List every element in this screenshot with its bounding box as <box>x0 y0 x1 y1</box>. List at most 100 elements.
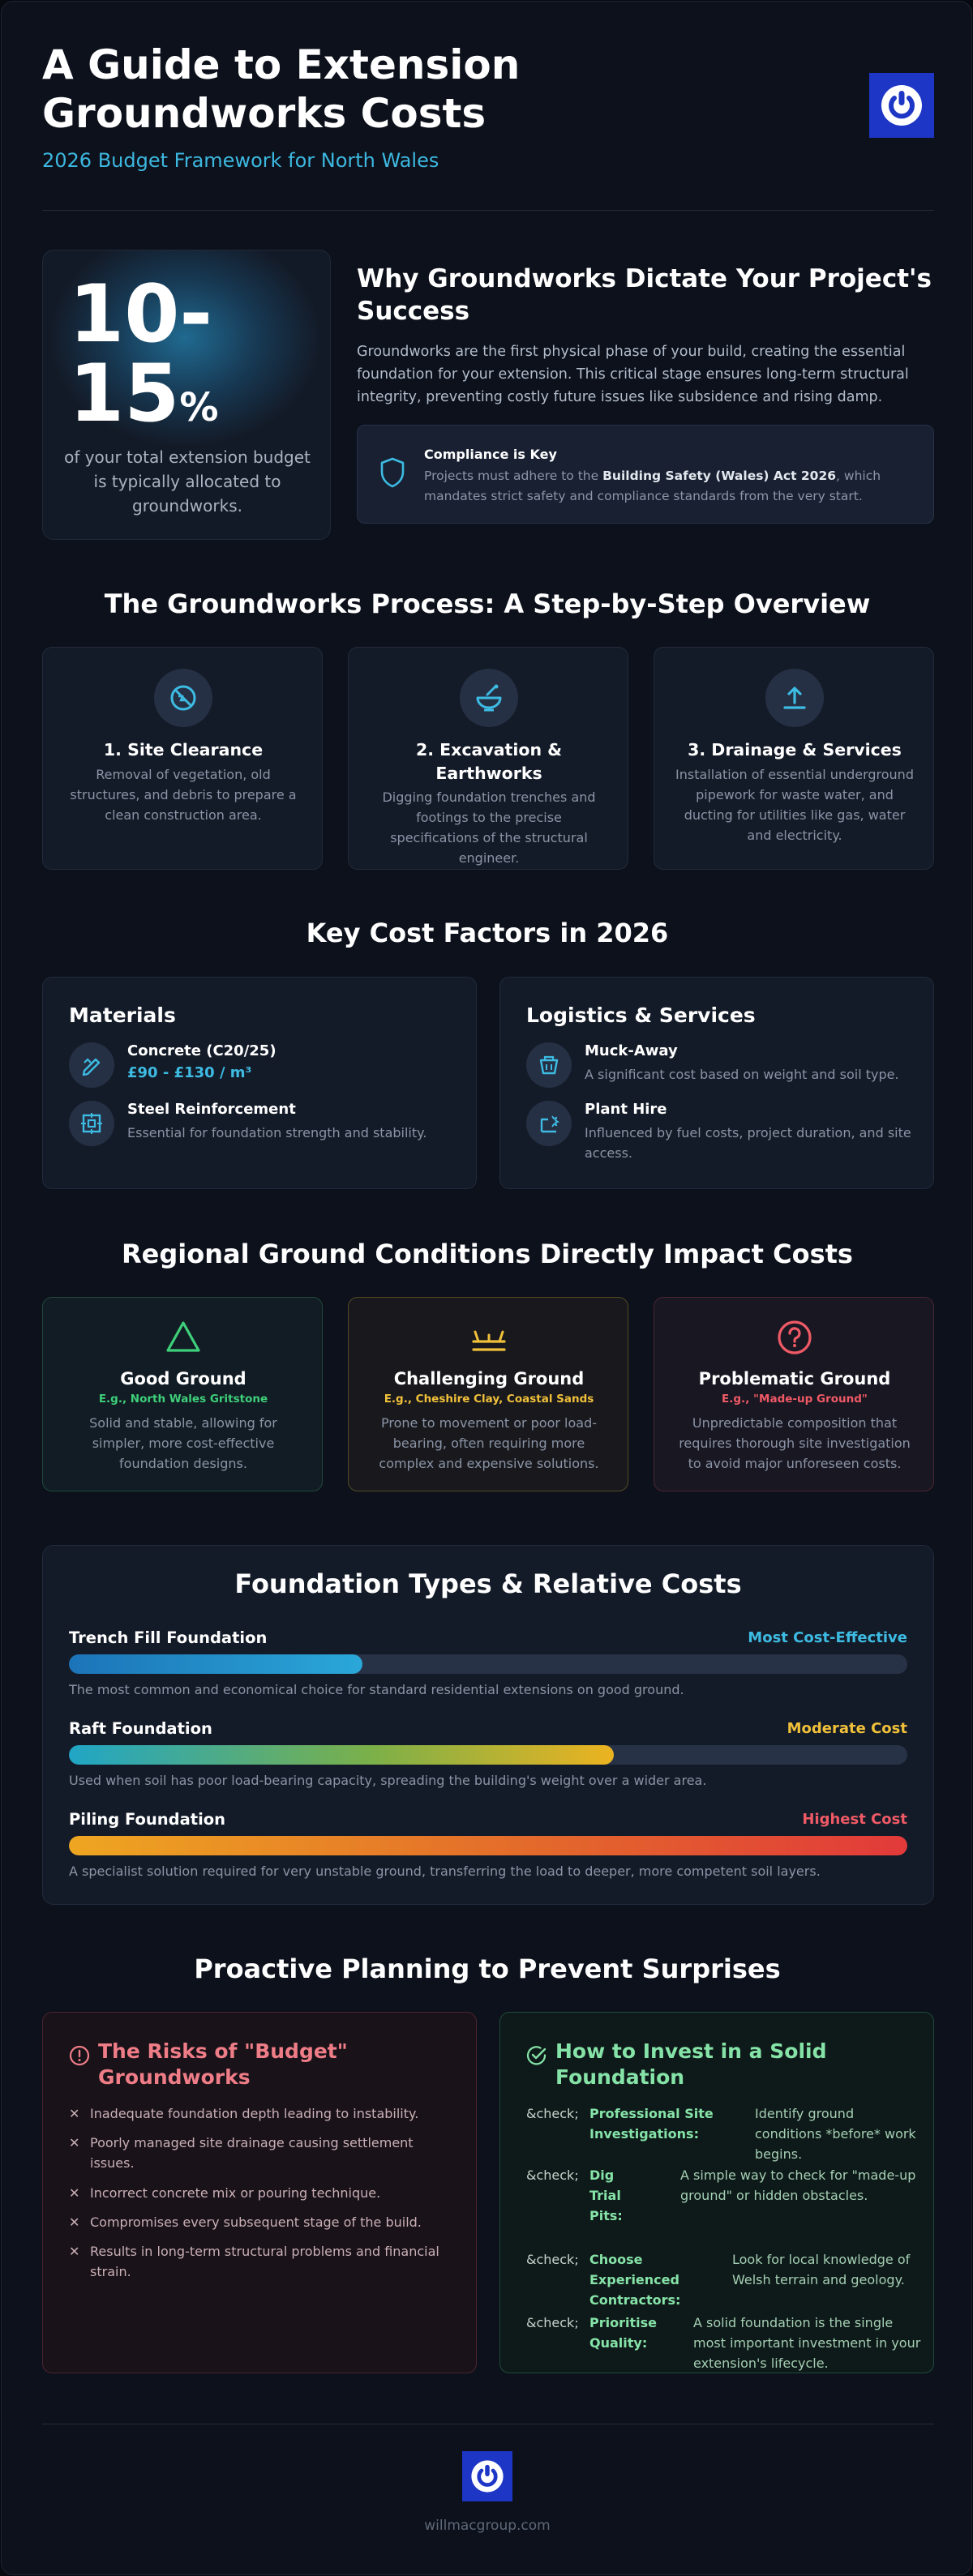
ground-example: E.g., Cheshire Clay, Coastal Sands <box>384 1393 594 1406</box>
page-title: A Guide to Extension Groundworks Costs <box>42 41 521 137</box>
skip-bin-icon <box>539 1055 559 1075</box>
ground-card-good: Good Ground E.g., North Wales Gritstone … <box>42 1297 323 1491</box>
material-name: Steel Reinforcement <box>127 1101 296 1118</box>
step-icon-circle <box>460 669 518 727</box>
foundation-cost-label: Moderate Cost <box>787 1720 907 1737</box>
invest-key: Dig Trial Pits: <box>589 2167 623 2223</box>
invest-value: Identify ground conditions *before* work… <box>755 2106 916 2162</box>
invest-value: A solid foundation is the single most im… <box>693 2315 921 2371</box>
risk-text: Poorly managed site drainage causing set… <box>90 2135 414 2171</box>
footer-url[interactable]: willmacgroup.com <box>424 2518 551 2534</box>
cost-bar-fill <box>69 1745 615 1765</box>
no-sign-icon <box>170 685 196 711</box>
why-body: Groundworks are the first physical phase… <box>357 344 909 405</box>
logistics-name: Plant Hire <box>585 1101 667 1118</box>
invest-value: Look for local knowledge of Welsh terrai… <box>732 2252 911 2287</box>
grid-square-icon <box>81 1113 102 1134</box>
materials-card: Materials Concrete (C20/25) £90 - £130 /… <box>42 977 477 1189</box>
stat-number: 10- 15 <box>69 268 213 440</box>
cost-bar-fill <box>69 1836 907 1855</box>
check-marker: &check; <box>526 2252 579 2267</box>
step-icon-circle <box>154 669 212 727</box>
cost-bar-track <box>69 1654 907 1674</box>
step-icon-circle <box>765 669 824 727</box>
icon-circle <box>526 1042 572 1088</box>
risks-title: The Risks of "Budget" Groundworks <box>98 2039 348 2089</box>
ground-card-problematic: Problematic Ground E.g., "Made-up Ground… <box>654 1297 934 1491</box>
stat-glow <box>51 250 319 445</box>
logistics-card: Logistics & Services Muck-Away A signifi… <box>499 977 934 1189</box>
planning-heading: Proactive Planning to Prevent Surprises <box>194 1953 781 1984</box>
x-mark-icon: ✕ <box>69 2214 80 2230</box>
layers-icon <box>472 1330 506 1351</box>
compliance-text-after: , which mandates strict safety and compl… <box>424 469 881 503</box>
footer-logo[interactable] <box>462 2451 512 2501</box>
check-circle-icon <box>526 2046 547 2065</box>
step-card-site-clearance: 1. Site Clearance Removal of vegetation,… <box>42 647 323 870</box>
stat-value: 10- 15% <box>69 275 218 447</box>
invest-key: Professional Site Investigations: <box>589 2106 714 2142</box>
foundation-name: Piling Foundation <box>69 1810 226 1829</box>
step-title: 1. Site Clearance <box>103 740 264 760</box>
compliance-callout: Compliance is Key Projects must adhere t… <box>357 425 934 524</box>
foundation-cost-label: Most Cost-Effective <box>748 1629 907 1646</box>
ground-description: Prone to movement or poor load-bearing, … <box>379 1415 599 1471</box>
ground-title: Good Ground <box>120 1369 246 1389</box>
risk-text: Results in long-term structural problems… <box>90 2244 439 2279</box>
check-marker: &check; <box>526 2167 579 2183</box>
pencil-ruler-icon <box>82 1058 101 1076</box>
ground-example: E.g., North Wales Gritstone <box>98 1393 268 1406</box>
stat-unit: % <box>179 385 219 430</box>
step-card-excavation: 2. Excavation & Earthworks Digging found… <box>348 647 628 870</box>
invest-title: How to Invest in a Solid Foundation <box>555 2039 827 2089</box>
check-marker: &check; <box>526 2106 579 2121</box>
ground-description: Unpredictable composition that requires … <box>679 1415 911 1471</box>
question-circle-icon <box>778 1320 812 1354</box>
compliance-text: Projects must adhere to the Building Saf… <box>424 466 919 507</box>
logistics-title: Logistics & Services <box>526 1003 756 1027</box>
cost-factors-heading: Key Cost Factors in 2026 <box>306 918 669 948</box>
power-logo-icon <box>471 2460 504 2493</box>
x-mark-icon: ✕ <box>69 2135 80 2150</box>
why-title: Why Groundworks Dictate Your Project's S… <box>357 264 932 326</box>
logistics-name: Muck-Away <box>585 1042 678 1059</box>
page-subtitle: 2026 Budget Framework for North Wales <box>42 149 439 172</box>
ground-title: Challenging Ground <box>393 1369 585 1389</box>
why-section: Why Groundworks Dictate Your Project's S… <box>357 263 934 409</box>
stat-description: of your total extension budget is typica… <box>64 447 311 516</box>
step-description: Installation of essential underground pi… <box>675 767 914 843</box>
ground-example: E.g., "Made-up Ground" <box>722 1393 868 1406</box>
budget-stat-card: 10- 15% of your total extension budget is… <box>42 250 331 540</box>
process-heading: The Groundworks Process: A Step-by-Step … <box>104 588 871 619</box>
invest-card: How to Invest in a Solid Foundation &che… <box>499 2012 934 2373</box>
ground-card-challenging: Challenging Ground E.g., Cheshire Clay, … <box>348 1297 628 1491</box>
brand-logo[interactable] <box>869 73 934 138</box>
step-title: 2. Excavation & Earthworks <box>415 740 563 783</box>
x-mark-icon: ✕ <box>69 2106 80 2121</box>
invest-key: Choose Experienced Contractors: <box>589 2252 681 2308</box>
icon-circle <box>69 1042 114 1088</box>
risks-card: The Risks of "Budget" Groundworks ✕ Inade… <box>42 2012 477 2373</box>
material-price: £90 - £130 / m³ <box>127 1064 252 1081</box>
foundation-description: A specialist solution required for very … <box>69 1864 821 1879</box>
upload-icon <box>783 687 806 709</box>
cost-bar-fill <box>69 1654 362 1674</box>
foundation-types-card: Foundation Types & Relative Costs Trench… <box>42 1545 934 1905</box>
logistics-description: Influenced by fuel costs, project durati… <box>585 1125 911 1161</box>
ground-heading: Regional Ground Conditions Directly Impa… <box>122 1239 853 1269</box>
cost-bar-track <box>69 1745 907 1765</box>
foundation-description: The most common and economical choice fo… <box>69 1682 684 1697</box>
risk-text: Compromises every subsequent stage of th… <box>90 2214 422 2230</box>
cost-bar-track <box>69 1836 907 1855</box>
step-card-drainage: 3. Drainage & Services Installation of e… <box>654 647 934 870</box>
step-description: Digging foundation trenches and footings… <box>382 789 596 866</box>
power-logo-icon <box>881 85 922 126</box>
ground-description: Solid and stable, allowing for simpler, … <box>89 1415 277 1471</box>
compliance-act-name: Building Safety (Wales) Act 2026 <box>602 469 837 483</box>
x-mark-icon: ✕ <box>69 2244 80 2259</box>
header: A Guide to Extension Groundworks Costs 2… <box>42 41 934 211</box>
compliance-text-before: Projects must adhere to the <box>424 469 603 483</box>
risk-text: Inadequate foundation depth leading to i… <box>90 2106 419 2121</box>
machinery-icon <box>540 1115 560 1133</box>
